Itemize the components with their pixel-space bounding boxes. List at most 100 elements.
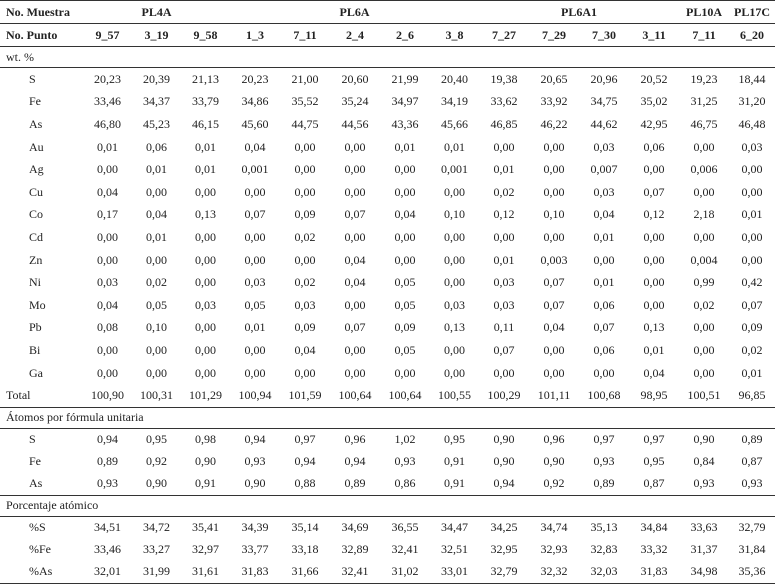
table-cell: 0,00 (741, 252, 763, 267)
table-cell: 0,01 (593, 229, 615, 244)
table-cell: 0,00 (244, 365, 266, 380)
table-cell: 20,39 (143, 71, 170, 86)
table-cell: 31,83 (629, 560, 680, 584)
table-cell: 31,02 (380, 560, 431, 584)
table-cell: 0,92 (146, 454, 167, 469)
table-cell: 0,98 (195, 432, 216, 447)
sample-group-header: PL6A1 (479, 0, 680, 24)
table-cell: 0,00 (294, 139, 316, 154)
table-cell: 100,90 (91, 388, 124, 403)
table-cell: 0,02 (146, 275, 167, 290)
table-cell: 0,00 (693, 365, 715, 380)
point-header-cell: 6_20 (729, 23, 775, 47)
row-label: Zn (29, 252, 43, 267)
table-cell: 19,38 (490, 71, 518, 86)
table-cell: 0,93 (741, 476, 763, 491)
table-row: Ag 0,00 0,01 0,01 0,001 0,00 0,00 0,00 0,001 0,01… (0, 158, 775, 181)
table-cell: 32,97 (192, 542, 219, 557)
sample-group-header: PL10A (679, 0, 730, 24)
table-cell: 0,00 (643, 275, 665, 290)
table-cell: 20,96 (590, 71, 618, 86)
table-cell: 46,48 (738, 116, 766, 131)
row-label: Mo (29, 297, 46, 312)
table-row: Pb 0,08 0,10 0,00 0,01 0,09 0,07 0,09 0,13 0,11 0,… (0, 317, 775, 340)
table-cell: 100,51 (687, 388, 721, 403)
table-cell: 0,93 (244, 454, 266, 469)
table-row: Au 0,01 0,06 0,01 0,04 0,00 0,00 0,01 0,01 0,00 0,… (0, 136, 775, 159)
table-cell: 31,83 (230, 560, 281, 584)
table-cell: 0,90 (693, 432, 715, 447)
table-cell: 0,08 (97, 320, 118, 335)
table-cell: 0,17 (97, 207, 118, 222)
table-cell: 0,003 (540, 252, 568, 267)
section-header-row: Átomos por fórmula unitaria (0, 406, 775, 429)
table-cell: 0,90 (543, 454, 565, 469)
table-cell: 19,23 (690, 71, 718, 86)
table-cell: 32,93 (540, 542, 568, 557)
table-cell: 0,05 (394, 297, 416, 312)
row-label: Ag (29, 162, 44, 177)
table-cell: 0,04 (643, 365, 665, 380)
table-cell: 0,97 (294, 432, 316, 447)
table-cell: 0,00 (294, 184, 316, 199)
table-cell: 0,95 (146, 432, 167, 447)
table-row: %As 32,01 31,99 31,61 31,83 31,66 32,41 31,02 33… (0, 560, 775, 584)
table-cell: 0,93 (593, 454, 615, 469)
table-cell: 0,00 (444, 365, 466, 380)
table-cell: 0,03 (493, 297, 515, 312)
table-cell: 20,23 (241, 71, 269, 86)
table-cell: 0,00 (444, 252, 466, 267)
table-cell: 0,00 (344, 229, 366, 244)
point-header-cell: 7_30 (579, 23, 630, 47)
table-cell: 0,00 (444, 229, 466, 244)
table-cell: 0,00 (493, 365, 515, 380)
table-cell: 0,00 (195, 320, 216, 335)
table-cell: 20,23 (94, 71, 121, 86)
table-cell: 0,02 (294, 229, 316, 244)
table-cell: 0,04 (97, 184, 118, 199)
table-cell: 21,00 (291, 71, 319, 86)
section-title: Átomos por fórmula unitaria (0, 406, 775, 429)
table-cell: 0,07 (643, 184, 665, 199)
table-cell: 33,46 (94, 94, 121, 109)
table-cell: 0,00 (593, 365, 615, 380)
table-cell: 0,89 (741, 432, 763, 447)
table-cell: 0,04 (294, 342, 316, 357)
table-cell: 0,04 (146, 207, 167, 222)
table-cell: 0,02 (741, 342, 763, 357)
table-row: %Fe 33,46 33,27 32,97 33,77 33,18 32,89 32,41 32… (0, 539, 775, 561)
table-cell: 0,00 (244, 342, 266, 357)
table-cell: 33,27 (143, 542, 170, 557)
row-label: Ni (29, 275, 41, 290)
table-cell: 0,90 (195, 454, 216, 469)
table-cell: 0,00 (244, 252, 266, 267)
table-cell: 101,59 (288, 388, 322, 403)
table-cell: 0,86 (394, 476, 416, 491)
table-cell: 35,52 (291, 94, 319, 109)
table-cell: 34,74 (540, 520, 568, 535)
table-cell: 32,51 (441, 542, 469, 557)
point-header-cell: 3_11 (629, 23, 680, 47)
table-cell: 0,03 (195, 297, 216, 312)
table-cell: 32,41 (330, 560, 381, 584)
table-cell: 0,06 (593, 297, 615, 312)
table-cell: 0,02 (493, 184, 515, 199)
table-cell: 0,00 (195, 275, 216, 290)
table-cell: 0,00 (195, 342, 216, 357)
table-cell: 0,00 (741, 162, 763, 177)
table-cell: 0,42 (741, 275, 763, 290)
table-cell: 0,001 (241, 162, 269, 177)
table-cell: 0,004 (690, 252, 718, 267)
table-cell: 32,79 (738, 520, 766, 535)
row-label: %Fe (29, 542, 51, 557)
table-cell: 33,32 (640, 542, 668, 557)
table-cell: 0,01 (146, 162, 167, 177)
table-cell: 0,01 (195, 139, 216, 154)
table-cell: 0,01 (643, 342, 665, 357)
table-cell: 34,69 (341, 520, 369, 535)
table-cell: 0,001 (441, 162, 469, 177)
table-cell: 0,01 (244, 320, 266, 335)
row-label: Co (29, 207, 44, 222)
table-cell: 21,13 (192, 71, 219, 86)
table-cell: 0,00 (195, 252, 216, 267)
